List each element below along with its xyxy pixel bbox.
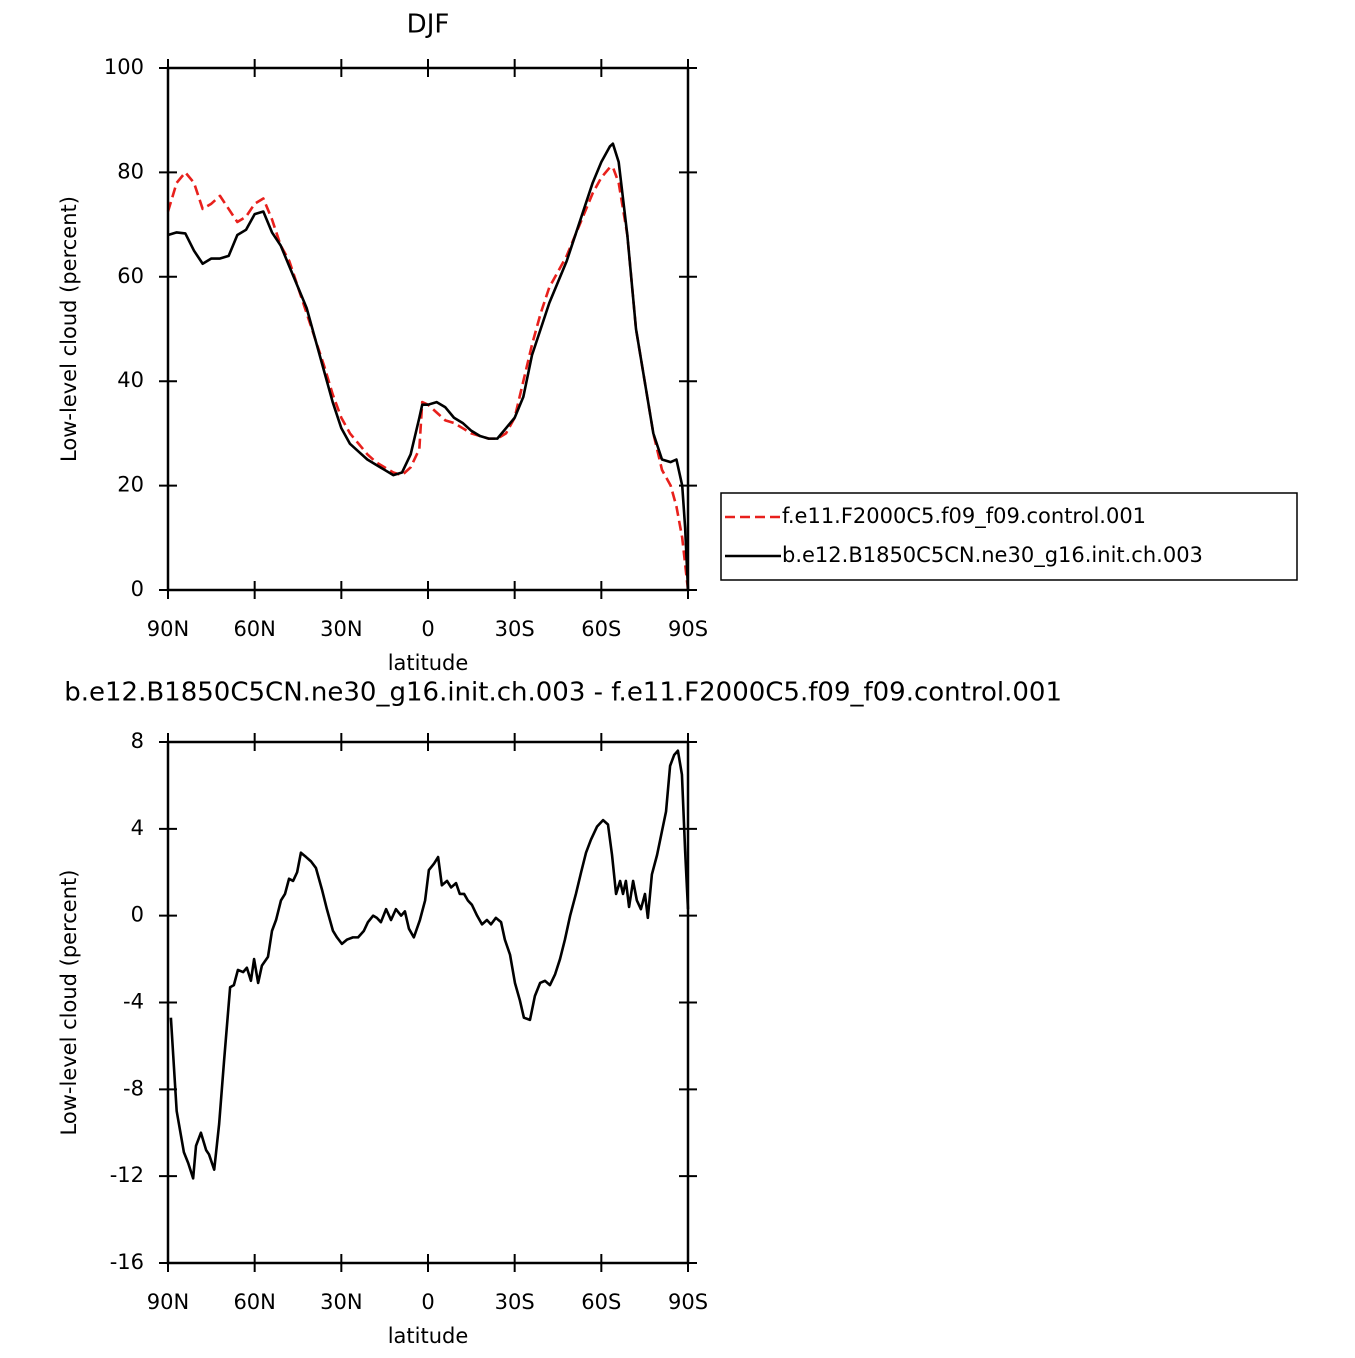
y-tick-label: 60 — [117, 264, 144, 288]
y-tick-label: 8 — [131, 729, 144, 753]
y-tick-label: -4 — [123, 990, 144, 1014]
chart-title: b.e12.B1850C5CN.ne30_g16.init.ch.003 - f… — [64, 678, 1062, 708]
x-tick-label: 0 — [421, 617, 434, 641]
y-tick-label: 80 — [117, 159, 144, 183]
x-axis-label: latitude — [388, 1324, 469, 1348]
data-line — [167, 142, 690, 591]
x-tick-label: 90N — [147, 617, 189, 641]
y-tick-label: -8 — [123, 1076, 144, 1100]
y-axis-label: Low-level cloud (percent) — [57, 196, 81, 462]
y-tick-label: 0 — [131, 577, 144, 601]
data-line — [169, 749, 690, 1180]
y-tick-label: 4 — [131, 816, 144, 840]
y-tick-label: -12 — [110, 1163, 144, 1187]
legend-text: f.e11.F2000C5.f09_f09.control.001 — [782, 504, 1146, 529]
x-tick-label: 60S — [581, 1290, 621, 1314]
y-tick-label: 20 — [117, 473, 144, 497]
x-tick-label: 90S — [668, 1290, 708, 1314]
legend-box — [720, 492, 1298, 581]
x-tick-label: 30N — [320, 617, 362, 641]
x-tick-label: 0 — [421, 1290, 434, 1314]
x-axis-label: latitude — [388, 651, 469, 675]
x-tick-label: 60N — [233, 617, 275, 641]
x-tick-label: 90N — [147, 1290, 189, 1314]
y-tick-label: 100 — [104, 55, 144, 79]
x-tick-label: 90S — [668, 617, 708, 641]
x-tick-label: 30S — [495, 617, 535, 641]
y-tick-label: -16 — [110, 1250, 144, 1274]
y-tick-label: 0 — [131, 903, 144, 927]
x-tick-label: 60N — [233, 1290, 275, 1314]
plot-frame — [166, 740, 690, 1265]
legend-text: b.e12.B1850C5CN.ne30_g16.init.ch.003 — [782, 543, 1203, 568]
y-tick-label: 40 — [117, 368, 144, 392]
data-line — [166, 165, 690, 591]
x-tick-label: 30N — [320, 1290, 362, 1314]
chart-title: DJF — [407, 10, 450, 40]
x-tick-label: 60S — [581, 617, 621, 641]
y-axis-label: Low-level cloud (percent) — [57, 870, 81, 1136]
x-tick-label: 30S — [495, 1290, 535, 1314]
